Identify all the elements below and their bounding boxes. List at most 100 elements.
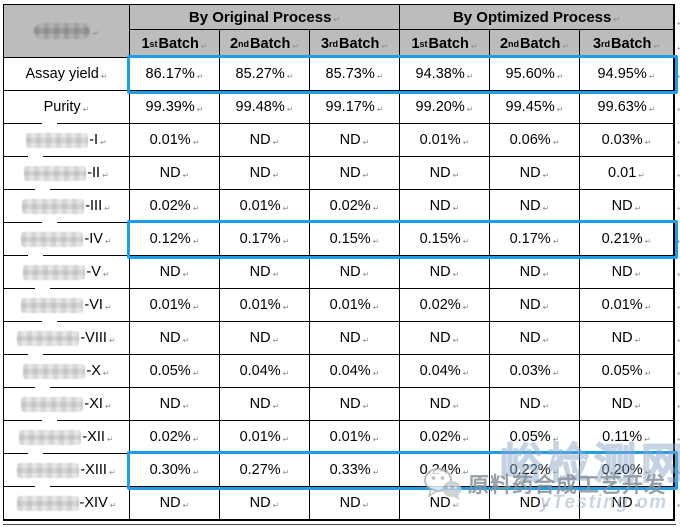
cell-value: ND xyxy=(339,396,361,412)
value-cell: 0.20% ↵ xyxy=(580,454,674,487)
row-label-cell: -III ↵ xyxy=(4,186,130,223)
value-cell: ND ↵ xyxy=(400,190,490,223)
cell-end-marker: ↵ xyxy=(192,138,200,147)
cell-value: 0.15% xyxy=(329,231,371,247)
redacted-name-block xyxy=(19,429,82,445)
value-cell: ND ↵ xyxy=(220,388,310,421)
batch-number: 2 xyxy=(499,35,509,52)
row-end-marker: ↵ xyxy=(677,171,680,180)
header-optimized-process: By Optimized Process ↵ xyxy=(400,5,674,30)
cell-end-marker: ↵ xyxy=(372,435,380,444)
cutoff-row-line xyxy=(3,524,676,525)
cell-end-marker: ↵ xyxy=(542,204,550,213)
cell-value: ND xyxy=(339,264,361,280)
cell-value: 99.48% xyxy=(235,99,285,115)
cell-value: 0.30% xyxy=(149,462,191,478)
cell-value: 0.15% xyxy=(419,231,461,247)
value-cell: 94.95% ↵ xyxy=(580,58,674,91)
cell-value: 0.04% xyxy=(239,363,281,379)
cell-value: 0.02% xyxy=(419,297,461,313)
cell-value: ND xyxy=(611,495,633,511)
cell-value: 0.27% xyxy=(239,462,281,478)
header-original-process-label: By Original Process xyxy=(188,8,332,26)
cell-value: ND xyxy=(611,198,633,214)
cell-end-marker: ↵ xyxy=(362,501,370,510)
cell-end-marker: ↵ xyxy=(272,402,280,411)
value-cell: ND ↵ xyxy=(400,487,490,520)
cell-end-marker: ↵ xyxy=(282,435,290,444)
cell-end-marker: ↵ xyxy=(372,369,380,378)
cell-end-marker: ↵ xyxy=(102,171,109,180)
cell-value: ND xyxy=(159,165,181,181)
cell-end-marker: ↵ xyxy=(648,105,656,114)
value-cell: 99.17% ↵ xyxy=(310,91,400,124)
cell-end-marker: ↵ xyxy=(100,138,107,147)
row-label-suffix: -III xyxy=(85,198,103,214)
redaction-artifact xyxy=(42,417,57,425)
cell-end-marker: ↵ xyxy=(362,138,370,147)
cell-value: 0.20% xyxy=(601,462,643,478)
row-end-marker: ↵ xyxy=(677,270,680,279)
value-cell: 0.01% ↵ xyxy=(220,289,310,322)
cell-end-marker: ↵ xyxy=(104,303,112,312)
value-cell: ND ↵ xyxy=(310,256,400,289)
value-cell: 85.73% ↵ xyxy=(310,58,400,91)
cell-value: ND xyxy=(429,330,451,346)
cell-end-marker: ↵ xyxy=(362,336,370,345)
cell-end-marker: ↵ xyxy=(104,204,111,213)
value-cell: 0.01 ↵ xyxy=(580,157,674,190)
value-cell: 0.21% ↵ xyxy=(580,223,674,256)
value-cell: ND ↵ xyxy=(130,487,220,520)
cell-value: ND xyxy=(429,396,451,412)
cell-end-marker: ↵ xyxy=(282,468,290,477)
value-cell: 95.60% ↵ xyxy=(490,58,580,91)
cell-end-marker: ↵ xyxy=(362,270,370,279)
redaction-artifact xyxy=(28,450,43,458)
row-label: Assay yield xyxy=(25,66,99,82)
cell-value: 0.01% xyxy=(419,132,461,148)
row-end-marker: ↵ xyxy=(677,204,680,213)
value-cell: 0.02% ↵ xyxy=(130,190,220,223)
row-end-marker: ↵ xyxy=(677,138,680,147)
row-end-marker: ↵ xyxy=(677,435,680,444)
value-cell: 0.12% ↵ xyxy=(130,223,220,256)
row-label-cell: -II ↵ xyxy=(4,153,130,190)
redaction-artifact xyxy=(35,384,50,392)
cell-end-marker: ↵ xyxy=(182,402,190,411)
redacted-name-block xyxy=(22,198,85,214)
redacted-name-block xyxy=(23,363,86,379)
row-end-marker: ↵ xyxy=(677,402,680,411)
cell-end-marker: ↵ xyxy=(92,29,100,38)
cell-end-marker: ↵ xyxy=(644,303,652,312)
cell-value: ND xyxy=(249,396,271,412)
cell-value: 0.01% xyxy=(239,429,281,445)
cell-end-marker: ↵ xyxy=(272,138,280,147)
value-cell: ND ↵ xyxy=(490,487,580,520)
cell-value: 0.01% xyxy=(329,429,371,445)
row-label-cell: -V ↵ xyxy=(4,252,130,289)
cell-end-marker: ↵ xyxy=(272,336,280,345)
value-cell: ND ↵ xyxy=(580,322,674,355)
cell-end-marker: ↵ xyxy=(452,204,460,213)
cell-value: ND xyxy=(339,132,361,148)
cell-end-marker: ↵ xyxy=(634,336,642,345)
row-end-marker: ↵ xyxy=(677,72,680,81)
redacted-name-block xyxy=(23,264,86,280)
row-label-cell: -IV ↵ xyxy=(4,219,130,256)
value-cell: ND ↵ xyxy=(400,388,490,421)
value-cell: ND ↵ xyxy=(490,190,580,223)
value-cell: ND ↵ xyxy=(490,289,580,322)
cell-value: 0.06% xyxy=(509,132,551,148)
cell-end-marker: ↵ xyxy=(182,171,190,180)
cell-end-marker: ↵ xyxy=(192,369,200,378)
value-cell: ND ↵ xyxy=(310,487,400,520)
cell-end-marker: ↵ xyxy=(644,237,652,246)
cell-end-marker: ↵ xyxy=(372,303,380,312)
value-cell: ND ↵ xyxy=(310,388,400,421)
cell-end-marker: ↵ xyxy=(542,270,550,279)
cell-value: ND xyxy=(429,264,451,280)
cell-value: 0.02% xyxy=(149,429,191,445)
cell-end-marker: ↵ xyxy=(466,105,474,114)
